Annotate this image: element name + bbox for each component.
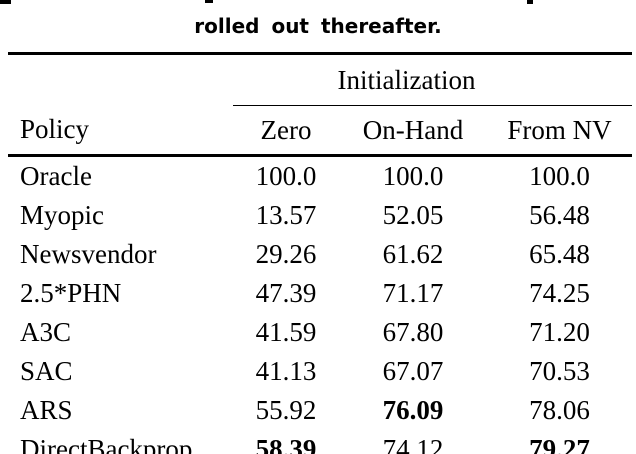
value-from-nv: 100.0 [529, 161, 590, 191]
table-row: Oracle 100.0 100.0 100.0 [8, 156, 632, 197]
cropped-text-fragment [0, 0, 11, 4]
value-from-nv: 70.53 [529, 356, 590, 386]
table-row: A3C 41.59 67.80 71.20 [8, 313, 632, 352]
column-header-from-nv: From NV [507, 114, 612, 145]
column-header-policy: Policy [20, 114, 90, 145]
policy-name: ARS [20, 395, 73, 425]
value-zero: 29.26 [255, 239, 317, 269]
results-table: Initialization Policy Zero On-Hand From … [8, 52, 633, 454]
policy-name: DirectBackprop [20, 434, 193, 454]
value-zero: 100.0 [255, 161, 317, 191]
value-zero: 58.39 [255, 434, 317, 454]
value-zero: 41.13 [255, 356, 317, 386]
policy-name: Oracle [20, 161, 92, 191]
value-on-hand: 71.17 [382, 278, 444, 308]
value-on-hand: 76.09 [382, 395, 444, 425]
policy-name: Newsvendor [20, 239, 157, 269]
value-from-nv: 79.27 [529, 434, 590, 454]
value-zero: 47.39 [255, 278, 317, 308]
column-header-on-hand: On-Hand [362, 114, 464, 145]
cropped-text-fragment [527, 0, 533, 4]
value-zero: 55.92 [255, 395, 317, 425]
table-row: DirectBackprop 58.39 74.12 79.27 [8, 430, 632, 454]
value-on-hand: 67.80 [382, 317, 444, 347]
table-caption-line: rolled out thereafter. [194, 14, 442, 38]
column-group-header: Initialization [233, 53, 633, 106]
value-from-nv: 56.48 [529, 200, 590, 230]
column-group-label: Initialization [337, 64, 476, 95]
value-on-hand: 52.05 [382, 200, 444, 230]
policy-name: Myopic [20, 200, 104, 230]
table-row: ARS 55.92 76.09 78.06 [8, 391, 632, 430]
value-zero: 41.59 [255, 317, 317, 347]
value-from-nv: 74.25 [529, 278, 590, 308]
value-from-nv: 71.20 [529, 317, 590, 347]
value-on-hand: 67.07 [382, 356, 444, 386]
value-zero: 13.57 [255, 200, 317, 230]
column-header-zero: Zero [260, 114, 312, 145]
policy-name: 2.5*PHN [20, 278, 122, 308]
policy-name: A3C [20, 317, 72, 347]
cropped-text-fragment [205, 0, 213, 3]
value-on-hand: 61.62 [382, 239, 444, 269]
table-row: SAC 41.13 67.07 70.53 [8, 352, 632, 391]
empty-corner-cell [8, 54, 233, 106]
value-from-nv: 78.06 [529, 395, 590, 425]
value-on-hand: 74.12 [382, 434, 444, 454]
table-row: Newsvendor 29.26 61.62 65.48 [8, 235, 632, 274]
value-on-hand: 100.0 [382, 161, 444, 191]
value-from-nv: 65.48 [529, 239, 590, 269]
policy-name: SAC [20, 356, 73, 386]
table-row: Myopic 13.57 52.05 56.48 [8, 196, 632, 235]
table-row: 2.5*PHN 47.39 71.17 74.25 [8, 274, 632, 313]
